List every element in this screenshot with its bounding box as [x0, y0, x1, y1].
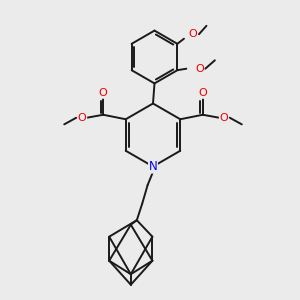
Text: O: O: [195, 64, 204, 74]
Text: O: O: [189, 29, 197, 39]
Text: O: O: [219, 113, 228, 123]
Text: O: O: [78, 113, 87, 123]
Text: N: N: [148, 160, 158, 173]
Text: O: O: [198, 88, 207, 98]
Text: O: O: [99, 88, 108, 98]
